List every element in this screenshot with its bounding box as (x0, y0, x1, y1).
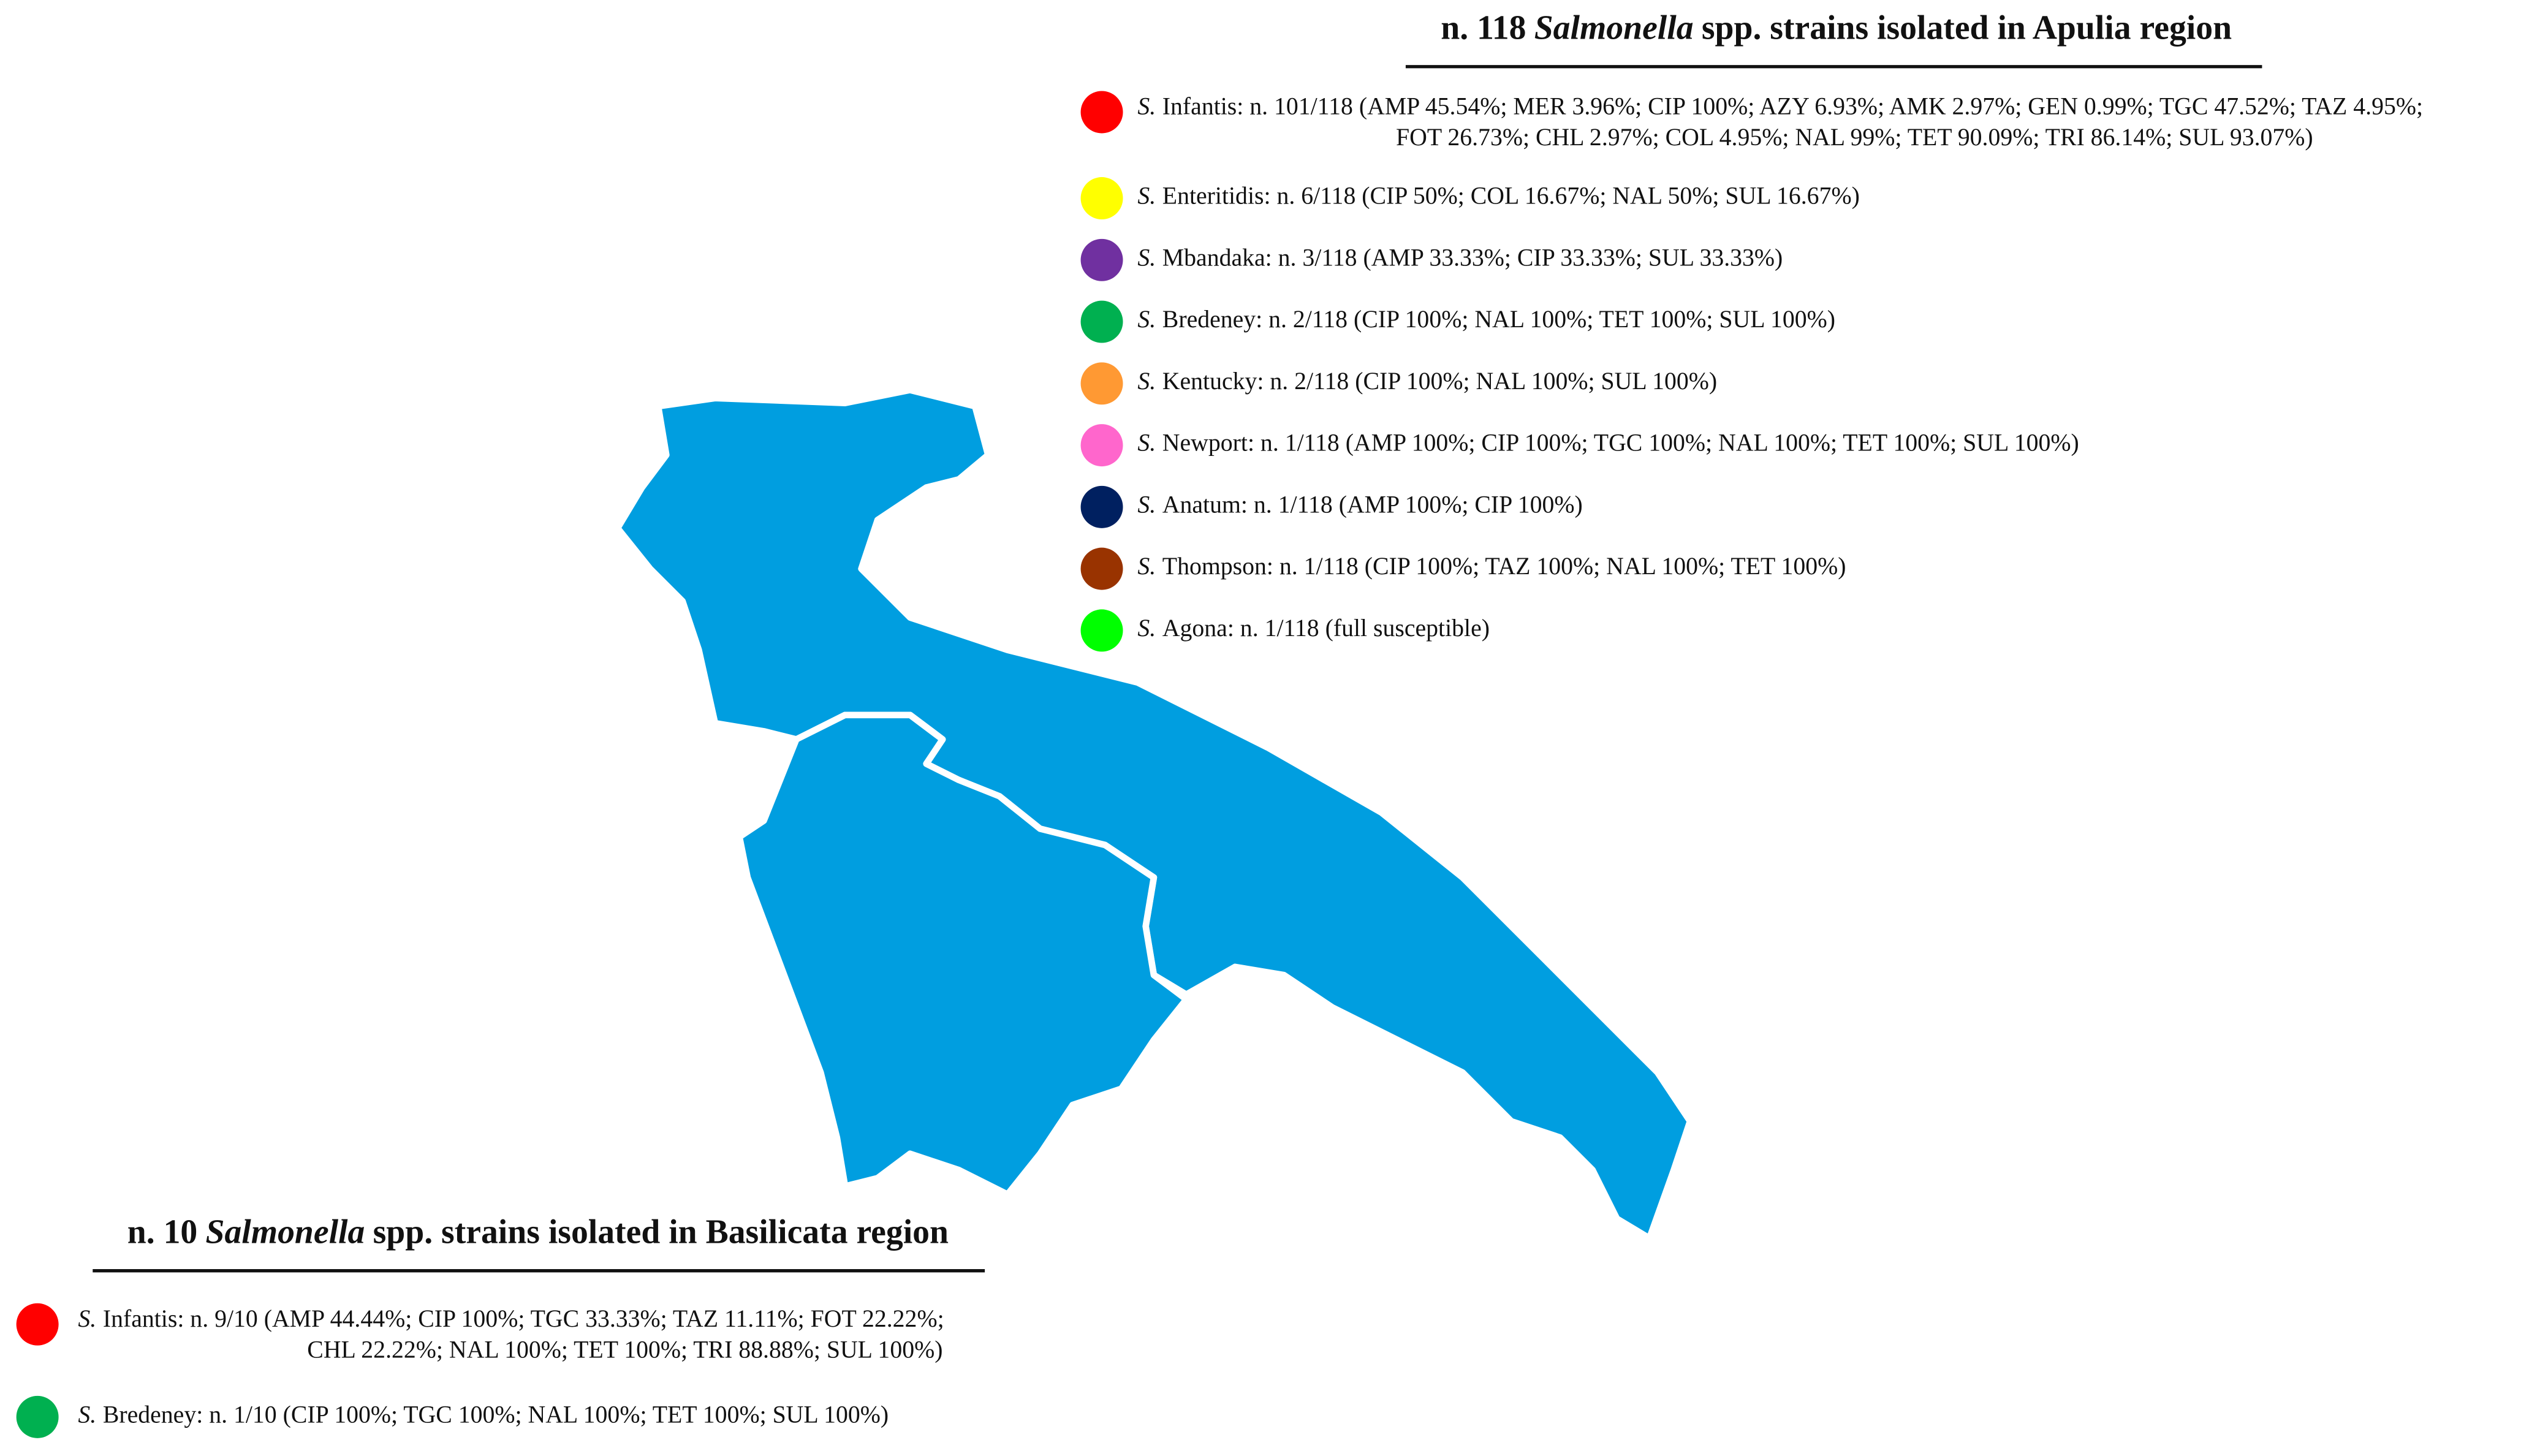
title-genus: Salmonella (206, 1213, 365, 1251)
basilicata-region (736, 711, 1190, 1198)
genus-abbr: S. (1137, 368, 1156, 395)
genus-abbr: S. (1137, 491, 1156, 518)
title-suffix: spp. strains isolated in Basilicata regi… (373, 1213, 949, 1251)
serovar-entry: S. Anatum: n. 1/118 (AMP 100%; CIP 100%) (1137, 491, 1582, 518)
entry-text: Infantis: n. 9/10 (AMP 44.44%; CIP 100%;… (103, 1305, 944, 1332)
apulia-region (614, 387, 1694, 1242)
genus-abbr: S. (1137, 93, 1156, 120)
serovar-entry: S. Thompson: n. 1/118 (CIP 100%; TAZ 100%… (1137, 553, 1846, 580)
serovar-entry: S. Agona: n. 1/118 (full susceptible) (1137, 615, 1490, 642)
serovar-marker (1080, 547, 1123, 590)
serovar-marker (1080, 424, 1123, 467)
genus-abbr: S. (1137, 553, 1156, 580)
entry-text: Infantis: n. 101/118 (AMP 45.54%; MER 3.… (1162, 93, 2423, 120)
serovar-entry: S. Bredeney: n. 1/10 (CIP 100%; TGC 100%;… (78, 1401, 889, 1428)
section-title: n. 10 Salmonella spp. strains isolated in … (127, 1213, 949, 1251)
map (614, 387, 1694, 1242)
entry-text: Anatum: n. 1/118 (AMP 100%; CIP 100%) (1162, 491, 1583, 518)
serovar-entry: S. Newport: n. 1/118 (AMP 100%; CIP 100%;… (1137, 430, 2079, 457)
title-prefix: n. 10 (127, 1213, 197, 1251)
serovar-marker (1080, 485, 1123, 528)
genus-abbr: S. (1137, 430, 1156, 457)
serovar-entry: S. Kentucky: n. 2/118 (CIP 100%; NAL 100%… (1137, 368, 1717, 395)
serovar-entry: S. Infantis: n. 101/118 (AMP 45.54%; MER … (1137, 93, 2423, 120)
serovar-entry: S. Infantis: n. 9/10 (AMP 44.44%; CIP 100… (78, 1305, 944, 1332)
section-title: n. 118 Salmonella spp. strains isolated in… (1441, 9, 2232, 47)
entry-text: Bredeney: n. 2/118 (CIP 100%; NAL 100%; … (1162, 306, 1835, 333)
entry-text: Bredeney: n. 1/10 (CIP 100%; TGC 100%; N… (103, 1401, 889, 1428)
title-genus: Salmonella (1534, 9, 1694, 47)
serovar-entry: S. Bredeney: n. 2/118 (CIP 100%; NAL 100%… (1137, 306, 1835, 333)
entry-text: Kentucky: n. 2/118 (CIP 100%; NAL 100%; … (1162, 368, 1717, 395)
genus-abbr: S. (78, 1305, 96, 1332)
entry-text: CHL 22.22%; NAL 100%; TET 100%; TRI 88.8… (307, 1336, 942, 1363)
entry-text: Thompson: n. 1/118 (CIP 100%; TAZ 100%; … (1162, 553, 1846, 580)
genus-abbr: S. (78, 1401, 96, 1428)
entry-text: Agona: n. 1/118 (full susceptible) (1162, 615, 1490, 642)
genus-abbr: S. (1137, 306, 1156, 333)
serovar-entry: S. Mbandaka: n. 3/118 (AMP 33.33%; CIP 33… (1137, 244, 1783, 271)
genus-abbr: S. (1137, 244, 1156, 271)
serovar-marker (1080, 91, 1123, 134)
entry-text: Enteritidis: n. 6/118 (CIP 50%; COL 16.6… (1162, 183, 1860, 210)
serovar-marker (1080, 177, 1123, 219)
serovar-marker (1080, 609, 1123, 652)
serovar-marker (1080, 362, 1123, 405)
apulia-legend: n. 118 Salmonella spp. strains isolated in… (1080, 9, 2423, 652)
entry-text: Newport: n. 1/118 (AMP 100%; CIP 100%; T… (1162, 430, 2079, 457)
serovar-marker (16, 1395, 59, 1438)
basilicata-legend: n. 10 Salmonella spp. strains isolated in … (16, 1213, 985, 1438)
title-prefix: n. 118 (1441, 9, 1526, 47)
serovar-marker (16, 1303, 59, 1346)
serovar-entry: S. Enteritidis: n. 6/118 (CIP 50%; COL 16… (1137, 183, 1859, 210)
serovar-marker (1080, 300, 1123, 343)
genus-abbr: S. (1137, 615, 1156, 642)
serovar-marker (1080, 238, 1123, 281)
entry-text: Mbandaka: n. 3/118 (AMP 33.33%; CIP 33.3… (1162, 244, 1783, 271)
genus-abbr: S. (1137, 183, 1156, 210)
entry-text: FOT 26.73%; CHL 2.97%; COL 4.95%; NAL 99… (1396, 124, 2313, 151)
title-suffix: spp. strains isolated in Apulia region (1702, 9, 2232, 47)
